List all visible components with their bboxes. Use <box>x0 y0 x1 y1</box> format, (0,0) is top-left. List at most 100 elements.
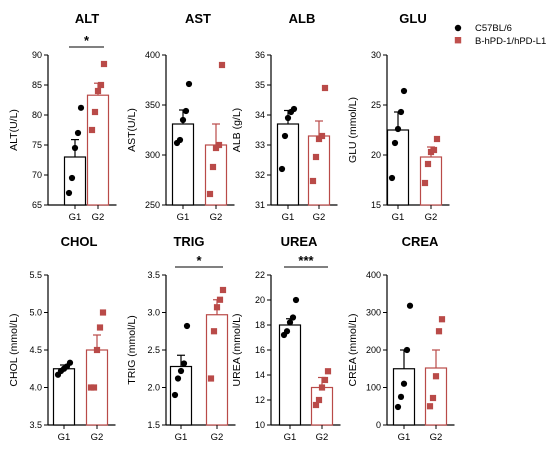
point-chol-g2 <box>99 309 107 316</box>
point-urea-g2 <box>318 384 326 391</box>
bar-glu-g1 <box>386 129 410 206</box>
point-crea-g1 <box>397 393 405 400</box>
y-axis-label-ast: AST(U/L) <box>126 108 138 152</box>
point-trig-g1 <box>180 360 188 367</box>
point-alt-g2 <box>94 87 102 95</box>
point-crea-g1 <box>403 346 411 354</box>
panel-crea: CREA 0 100 200 300 400 CREA (mmol/L) G1 G2 <box>347 234 455 443</box>
x-tick-label-alt-g1: G1 <box>69 212 82 223</box>
point-trig-g2 <box>219 286 227 294</box>
y-tick-label-urea: 18 <box>255 320 265 330</box>
y-tick-label-alb: 35 <box>255 80 265 90</box>
point-alb-g2 <box>321 84 329 92</box>
point-glu-g2 <box>433 135 441 143</box>
point-crea-g2 <box>429 394 437 402</box>
panel-title-glu: GLU <box>399 11 426 26</box>
point-urea-g1 <box>286 319 294 326</box>
y-axis-label-alb: ALB (g/L) <box>231 108 243 152</box>
y-tick-label-chol: 3.5 <box>29 420 42 430</box>
legend-label-b-hpd1-hpdl1: B-hPD-1/hPD-L1 <box>475 36 546 47</box>
point-glu-g1 <box>394 125 402 133</box>
point-urea-g2 <box>312 401 320 409</box>
y-tick-label-alt: 90 <box>32 50 42 60</box>
y-tick-label-alt: 75 <box>32 140 42 150</box>
point-ast-g2 <box>209 163 217 171</box>
point-ast-g1 <box>179 116 187 124</box>
point-alb-g1 <box>281 132 289 140</box>
x-tick-label-alb-g1: G1 <box>282 212 295 223</box>
point-glu-g2 <box>430 146 438 154</box>
point-urea-g1 <box>292 296 300 304</box>
x-tick-label-urea-g1: G1 <box>284 432 297 443</box>
significance-label-trig: * <box>196 253 202 268</box>
point-glu-g1 <box>400 87 408 95</box>
bar-alt-g1 <box>63 156 87 206</box>
y-tick-label-ast: 400 <box>145 50 160 60</box>
point-alb-g2 <box>309 177 317 185</box>
panel-trig: TRIG 1.5 2.0 2.5 3.0 3.5 TRIG (mmol/L) G1 G2 * <box>126 234 236 443</box>
x-tick-label-chol-g2: G2 <box>91 432 104 443</box>
point-ast-g2 <box>215 141 223 149</box>
point-alt-g1 <box>77 104 85 111</box>
significance-label-alt: * <box>84 33 90 48</box>
point-urea-g1 <box>283 328 291 335</box>
point-crea-g2 <box>438 316 446 323</box>
x-tick-label-glu-g1: G1 <box>392 212 405 223</box>
significance-label-urea: *** <box>298 253 314 268</box>
x-tick-label-alb-g2: G2 <box>313 212 326 223</box>
point-alt-g1 <box>68 174 76 182</box>
panel-title-alt: ALT <box>75 11 99 26</box>
point-glu-g1 <box>388 174 396 182</box>
x-tick-label-crea-g1: G1 <box>398 432 411 443</box>
point-glu-g1 <box>391 139 399 147</box>
y-tick-label-chol: 5.5 <box>29 270 42 280</box>
x-tick-label-chol-g1: G1 <box>58 432 71 443</box>
y-tick-label-urea: 16 <box>255 345 265 355</box>
y-tick-label-trig: 2.0 <box>147 383 160 393</box>
y-axis-label-crea: CREA (mmol/L) <box>347 314 359 387</box>
point-chol-g2 <box>93 346 101 354</box>
point-trig-g1 <box>183 322 191 330</box>
point-crea-g1 <box>406 302 414 309</box>
x-tick-label-trig-g2: G2 <box>211 432 224 443</box>
y-tick-label-urea: 22 <box>255 270 265 280</box>
point-glu-g2 <box>424 160 432 168</box>
y-tick-label-ast: 350 <box>145 100 160 110</box>
y-tick-label-chol: 4.0 <box>29 383 42 393</box>
point-crea-g2 <box>432 373 440 380</box>
y-tick-label-glu: 25 <box>371 100 381 110</box>
point-alb-g2 <box>312 153 320 161</box>
bar-urea-g1 <box>278 324 302 426</box>
y-tick-label-alb: 31 <box>255 200 265 210</box>
point-alb-g1 <box>290 105 298 113</box>
y-tick-label-alt: 70 <box>32 170 42 180</box>
point-ast-g1 <box>185 80 193 88</box>
point-trig-g1 <box>177 367 185 375</box>
y-tick-label-glu: 20 <box>371 150 381 160</box>
point-trig-g2 <box>210 328 218 335</box>
x-tick-label-alt-g2: G2 <box>92 212 105 223</box>
x-tick-label-ast-g1: G1 <box>177 212 190 223</box>
panel-title-alb: ALB <box>289 11 316 26</box>
point-alt-g1 <box>65 189 73 197</box>
y-tick-label-alt: 80 <box>32 110 42 120</box>
x-tick-label-crea-g2: G2 <box>430 432 443 443</box>
y-tick-label-trig: 3.0 <box>147 308 160 318</box>
y-axis-label-alt: ALT(U/L) <box>8 109 20 151</box>
point-trig-g1 <box>174 375 182 382</box>
x-tick-label-ast-g2: G2 <box>210 212 223 223</box>
y-tick-label-urea: 20 <box>255 295 265 305</box>
legend-marker-c57bl6 <box>454 24 462 32</box>
point-glu-g1 <box>397 108 405 116</box>
y-tick-label-trig: 2.5 <box>147 345 160 355</box>
point-urea-g2 <box>324 368 332 375</box>
point-alt-g1 <box>71 144 79 152</box>
y-tick-label-glu: 30 <box>371 50 381 60</box>
point-glu-g2 <box>421 179 429 187</box>
point-trig-g2 <box>207 375 215 382</box>
y-tick-label-crea: 300 <box>366 308 381 318</box>
y-tick-label-alb: 34 <box>255 110 265 120</box>
point-urea-g1 <box>289 314 297 321</box>
point-alt-g2 <box>97 81 105 89</box>
